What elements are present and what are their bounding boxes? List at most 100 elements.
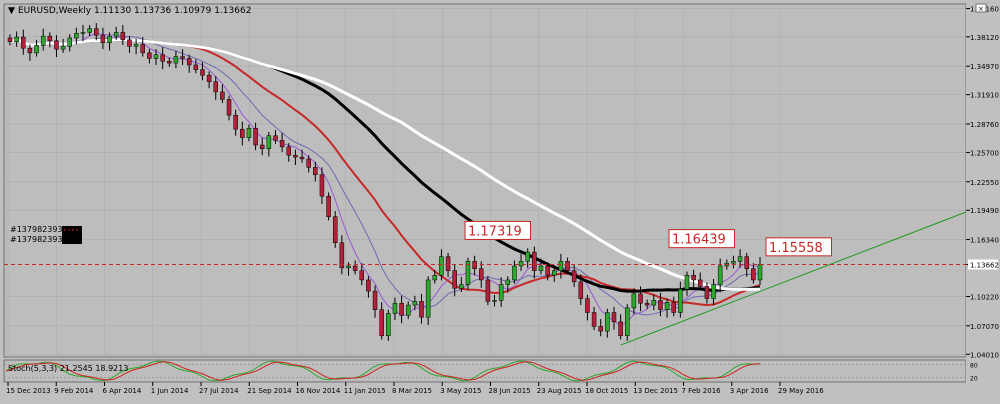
candle-body[interactable]: [717, 265, 723, 285]
candle-body[interactable]: [359, 270, 365, 281]
candle-body[interactable]: [279, 140, 285, 148]
candle-body[interactable]: [392, 302, 398, 314]
candle-body[interactable]: [293, 154, 298, 158]
candle-body[interactable]: [352, 265, 358, 271]
candle-body[interactable]: [498, 284, 504, 301]
candle-body[interactable]: [658, 300, 663, 310]
candle-body[interactable]: [167, 60, 172, 64]
candle-body[interactable]: [47, 35, 53, 42]
candle-body[interactable]: [432, 275, 438, 281]
candle-body[interactable]: [472, 261, 477, 270]
candle-body[interactable]: [173, 56, 179, 64]
candle-body[interactable]: [259, 144, 265, 149]
candle-body[interactable]: [127, 39, 132, 47]
candle-body[interactable]: [372, 290, 378, 310]
candle-body[interactable]: [7, 37, 13, 42]
candle-body[interactable]: [120, 32, 126, 41]
candle-body[interactable]: [180, 56, 185, 59]
candle-body[interactable]: [240, 128, 245, 138]
candle-body[interactable]: [326, 195, 331, 217]
candle-body[interactable]: [339, 242, 345, 269]
candle-body[interactable]: [299, 156, 305, 160]
candle-body[interactable]: [571, 270, 577, 283]
candle-body[interactable]: [200, 69, 205, 76]
candle-body[interactable]: [492, 300, 497, 302]
candle-body[interactable]: [34, 45, 39, 54]
candle-body[interactable]: [737, 256, 743, 262]
window-close-button[interactable]: [975, 3, 987, 13]
candle-body[interactable]: [27, 47, 33, 54]
candle-body[interactable]: [319, 174, 325, 197]
price-panel[interactable]: [3, 3, 967, 358]
candle-body[interactable]: [684, 275, 690, 290]
candle-body[interactable]: [532, 251, 537, 271]
candle-body[interactable]: [14, 36, 19, 42]
candle-body[interactable]: [147, 52, 152, 59]
candle-body[interactable]: [67, 37, 72, 47]
candle-body[interactable]: [133, 44, 139, 47]
candle-body[interactable]: [226, 99, 232, 116]
candle-body[interactable]: [445, 256, 451, 271]
candle-body[interactable]: [54, 40, 59, 50]
candle-body[interactable]: [625, 307, 630, 337]
candle-body[interactable]: [618, 321, 623, 337]
candle-body[interactable]: [87, 28, 92, 33]
candle-body[interactable]: [366, 279, 371, 292]
candle-body[interactable]: [160, 54, 165, 62]
candle-body[interactable]: [698, 279, 703, 287]
candle-body[interactable]: [518, 261, 524, 267]
candle-body[interactable]: [744, 256, 749, 270]
candle-body[interactable]: [578, 281, 584, 299]
candle-body[interactable]: [412, 301, 418, 306]
candle-body[interactable]: [545, 265, 550, 276]
candle-body[interactable]: [21, 36, 26, 49]
candle-body[interactable]: [731, 261, 736, 264]
candle-body[interactable]: [505, 279, 511, 285]
candle-body[interactable]: [40, 35, 46, 46]
candle-body[interactable]: [591, 312, 597, 327]
candle-body[interactable]: [193, 64, 199, 70]
candle-body[interactable]: [213, 81, 219, 93]
candle-body[interactable]: [266, 135, 272, 149]
candle-body[interactable]: [558, 261, 564, 271]
candle-body[interactable]: [565, 261, 570, 271]
candle-body[interactable]: [644, 302, 650, 306]
candle-body[interactable]: [186, 58, 192, 66]
candle-body[interactable]: [678, 288, 683, 313]
candle-body[interactable]: [485, 279, 491, 302]
candle-body[interactable]: [538, 265, 544, 271]
candle-body[interactable]: [425, 279, 431, 318]
candle-body[interactable]: [107, 35, 112, 43]
candle-body[interactable]: [386, 313, 391, 337]
candle-body[interactable]: [704, 286, 710, 299]
candle-body[interactable]: [113, 32, 119, 37]
candle-body[interactable]: [651, 300, 657, 306]
candle-body[interactable]: [405, 304, 411, 316]
candle-body[interactable]: [711, 284, 716, 299]
candle-body[interactable]: [153, 54, 159, 59]
candle-body[interactable]: [273, 135, 278, 141]
candle-body[interactable]: [286, 146, 292, 156]
candle-body[interactable]: [233, 114, 238, 130]
candle-body[interactable]: [638, 293, 643, 304]
candle-body[interactable]: [346, 265, 351, 269]
candle-body[interactable]: [332, 216, 338, 243]
candle-body[interactable]: [313, 167, 318, 176]
candle-body[interactable]: [206, 74, 212, 82]
candle-body[interactable]: [512, 265, 517, 281]
candle-body[interactable]: [140, 44, 145, 54]
candle-body[interactable]: [525, 251, 530, 262]
candle-body[interactable]: [465, 261, 471, 285]
candle-body[interactable]: [439, 256, 444, 276]
candle-body[interactable]: [757, 264, 763, 281]
candle-body[interactable]: [253, 127, 258, 146]
candle-body[interactable]: [220, 91, 225, 100]
candle-body[interactable]: [671, 302, 676, 313]
candle-body[interactable]: [419, 301, 424, 318]
candle-body[interactable]: [664, 302, 670, 310]
candle-body[interactable]: [478, 268, 484, 281]
candle-body[interactable]: [691, 275, 696, 281]
candle-body[interactable]: [60, 46, 66, 50]
candle-body[interactable]: [399, 302, 404, 316]
